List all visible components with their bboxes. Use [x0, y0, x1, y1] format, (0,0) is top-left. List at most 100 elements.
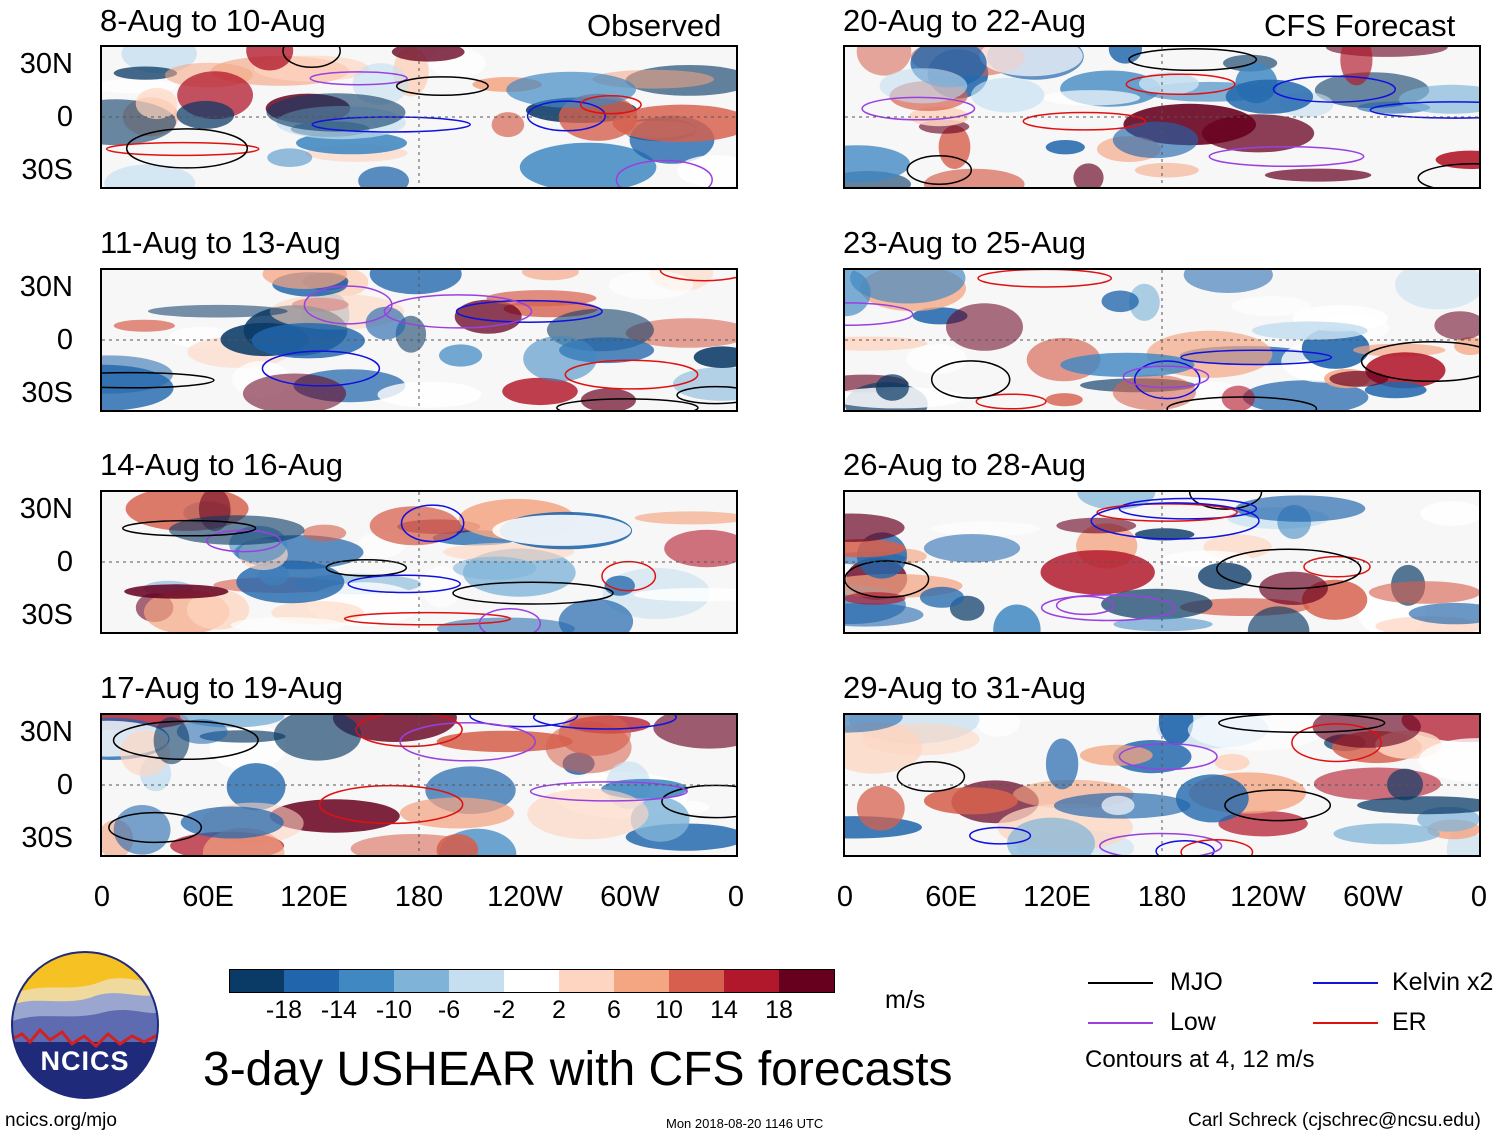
anomaly-blob — [845, 592, 906, 605]
anomaly-blob — [845, 387, 965, 409]
contour-line — [400, 504, 465, 543]
anomaly-blob — [608, 270, 694, 300]
anomaly-blob — [1139, 72, 1199, 95]
contour-line — [930, 360, 1011, 399]
contour-line — [845, 560, 930, 599]
contour-line — [532, 715, 677, 730]
anomaly-blob — [153, 717, 190, 765]
anomaly-field — [102, 492, 736, 632]
anomaly-blob — [492, 514, 632, 546]
anomaly-blob — [971, 77, 1045, 113]
anomaly-blob — [693, 346, 736, 368]
contour-line — [906, 155, 973, 185]
contour-line — [977, 270, 1113, 288]
contours-note: Contours at 4, 12 m/s — [1085, 1046, 1315, 1073]
contour-line — [615, 159, 713, 187]
panel-title: 8-Aug to 10-Aug — [100, 3, 326, 38]
anomaly-blob — [979, 47, 1083, 77]
colorbar-tick-label: 6 — [607, 996, 621, 1024]
anomaly-blob — [634, 511, 736, 525]
lat-label: 30N — [19, 48, 73, 80]
anomaly-blob — [875, 374, 909, 401]
lon-label: 120W — [487, 881, 563, 913]
contour-line — [102, 371, 215, 389]
panel-title: 17-Aug to 19-Aug — [100, 670, 344, 705]
contour-line — [347, 574, 461, 594]
contour-line — [1216, 548, 1362, 590]
anomaly-blob — [1101, 290, 1139, 313]
contour-line — [1303, 555, 1371, 578]
anomaly-blob — [176, 100, 235, 129]
anomaly-blob — [1340, 47, 1373, 86]
anomaly-blob — [845, 145, 910, 183]
lat-label: 30N — [19, 493, 73, 525]
anomaly-blob — [1045, 140, 1085, 155]
contour-line — [452, 581, 614, 605]
anomaly-blob — [1042, 90, 1140, 106]
contour-line — [1224, 789, 1332, 822]
anomaly-blob — [845, 513, 905, 542]
map-panel — [843, 490, 1481, 634]
anomaly-blob — [230, 617, 344, 632]
anomaly-blob — [266, 93, 406, 132]
anomaly-blob — [558, 599, 634, 632]
anomaly-blob — [923, 534, 1021, 563]
contour-line — [579, 95, 642, 115]
anomaly-blob — [1214, 753, 1250, 771]
anomaly-blob — [1183, 270, 1273, 293]
contour-line — [556, 398, 699, 410]
colorbar-tick-label: -18 — [265, 996, 303, 1024]
colorbar-units: m/s — [885, 986, 926, 1014]
contour-line — [1055, 595, 1115, 616]
anomaly-blob — [845, 336, 928, 351]
lon-label: 60E — [925, 881, 977, 913]
lon-label: 60E — [182, 881, 234, 913]
anomaly-blob — [558, 715, 631, 756]
anomaly-blob — [993, 604, 1041, 632]
anomaly-blob — [975, 715, 1021, 737]
anomaly-blob — [633, 588, 736, 602]
anomaly-blob — [845, 270, 871, 317]
contour-line — [1180, 349, 1333, 366]
lon-label: 0 — [727, 881, 745, 913]
anomaly-blob — [612, 104, 736, 142]
anomaly-blob — [1158, 715, 1194, 745]
lat-label: 30S — [21, 377, 73, 409]
anomaly-blob — [377, 381, 482, 408]
anomaly-blob — [1135, 162, 1199, 178]
anomaly-blob — [1073, 163, 1104, 187]
colorbar-swatch — [724, 969, 780, 993]
legend-line-er — [1313, 1022, 1378, 1024]
colorbar-swatch — [284, 969, 340, 993]
contour-line — [661, 784, 736, 819]
anomaly-blob — [436, 834, 479, 855]
lat-label: 0 — [56, 546, 73, 578]
contour-line — [1122, 365, 1210, 389]
anomaly-blob — [399, 797, 515, 829]
colorbar-tick-label: -2 — [492, 996, 516, 1024]
colorbar-swatch — [504, 969, 560, 993]
contour-line — [105, 141, 260, 157]
footer-timestamp: Mon 2018-08-20 1146 UTC — [666, 1116, 824, 1131]
contour-line — [1133, 360, 1201, 400]
anomaly-blob — [1040, 550, 1155, 595]
anomaly-blob — [1398, 84, 1479, 114]
anomaly-blob — [246, 47, 294, 71]
anomaly-blob — [262, 270, 348, 289]
anomaly-blob — [879, 68, 968, 104]
colorbar-tick-label: 2 — [552, 996, 566, 1024]
anomaly-blob — [102, 355, 173, 394]
anomaly-blob — [1264, 168, 1372, 182]
anomaly-blob — [135, 87, 178, 120]
anomaly-field — [845, 47, 1479, 187]
panel-title: 26-Aug to 28-Aug — [843, 447, 1087, 482]
anomaly-blob — [1007, 817, 1095, 855]
contour-line — [1208, 145, 1365, 168]
contour-line — [395, 76, 489, 97]
panel-title: 20-Aug to 22-Aug — [843, 3, 1087, 38]
contour-line — [355, 715, 463, 748]
anomaly-blob — [664, 529, 736, 568]
ncics-logo: NCICS — [10, 950, 160, 1100]
colorbar-swatch — [339, 969, 395, 993]
contour-line — [896, 760, 966, 793]
